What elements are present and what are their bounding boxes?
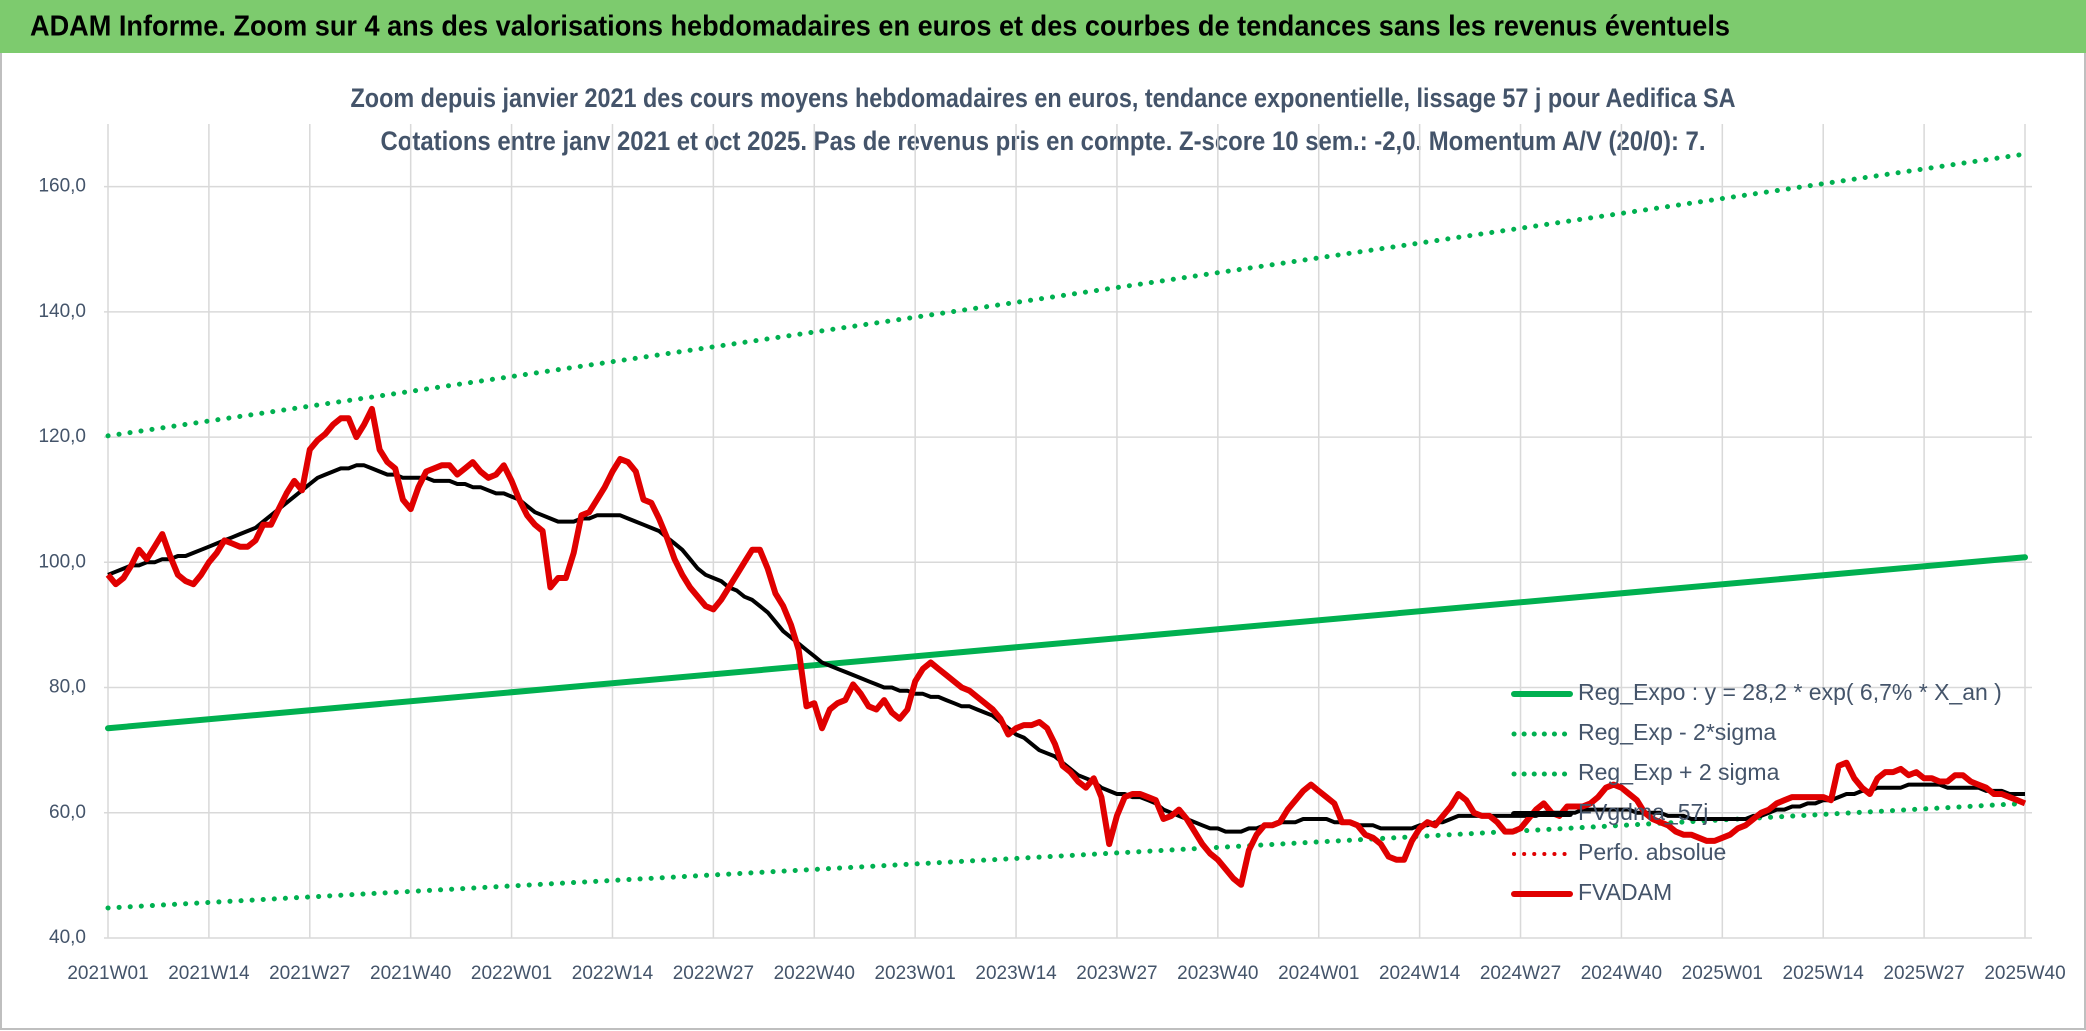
chart-title: Zoom depuis janvier 2021 des cours moyen… bbox=[351, 83, 1736, 113]
trend-line bbox=[105, 151, 2028, 439]
y-tick-label: 40,0 bbox=[49, 927, 86, 948]
header-title: ADAM Informe. Zoom sur 4 ans des valoris… bbox=[30, 11, 1730, 43]
y-tick-label: 160,0 bbox=[38, 176, 86, 197]
x-tick-label: 2025W27 bbox=[1883, 963, 1964, 984]
chart-subtitle: Cotations entre janv 2021 et oct 2025. P… bbox=[381, 126, 1706, 156]
x-tick-label: 2021W14 bbox=[168, 963, 250, 984]
y-tick-label: 80,0 bbox=[49, 677, 86, 698]
x-tick-label: 2023W01 bbox=[874, 963, 955, 984]
x-tick-label: 2024W27 bbox=[1480, 963, 1561, 984]
legend-label: Reg_Exp + 2 sigma bbox=[1578, 759, 1780, 785]
y-tick-label: 140,0 bbox=[38, 301, 86, 322]
x-tick-label: 2024W14 bbox=[1379, 963, 1461, 984]
x-tick-label: 2021W40 bbox=[370, 963, 451, 984]
x-tick-label: 2025W14 bbox=[1783, 963, 1865, 984]
legend-label: Reg_Expo : y = 28,2 * exp( 6,7% * X_an ) bbox=[1578, 679, 2002, 705]
series-line bbox=[105, 405, 2027, 888]
x-tick-label: 2022W14 bbox=[572, 963, 654, 984]
x-tick-label: 2022W40 bbox=[774, 963, 855, 984]
plot-area: 40,0 60,0 80,0 100,0 120,0 140,0 160,0 2021W01 2… bbox=[38, 124, 2066, 984]
y-tick-label: 60,0 bbox=[49, 802, 86, 823]
x-tick-label: 2023W14 bbox=[975, 963, 1057, 984]
y-tick-label: 100,0 bbox=[38, 551, 86, 572]
legend-label: FVgdma_57j bbox=[1578, 799, 1708, 825]
x-tick-label: 2022W01 bbox=[471, 963, 552, 984]
x-tick-label: 2023W27 bbox=[1076, 963, 1157, 984]
x-tick-label: 2022W27 bbox=[673, 963, 754, 984]
x-tick-label: 2024W40 bbox=[1581, 963, 1662, 984]
x-tick-label: 2025W01 bbox=[1682, 963, 1763, 984]
header-bar bbox=[0, 0, 2086, 53]
legend-label: Reg_Exp - 2*sigma bbox=[1578, 719, 1776, 745]
x-tick-label: 2021W27 bbox=[269, 963, 350, 984]
trend-line bbox=[105, 554, 2028, 732]
y-tick-label: 120,0 bbox=[38, 426, 86, 447]
x-tick-label: 2025W40 bbox=[1984, 963, 2065, 984]
legend-label: Perfo. absolue bbox=[1578, 839, 1726, 865]
legend-label: FVADAM bbox=[1578, 879, 1672, 905]
x-tick-label: 2021W01 bbox=[67, 963, 148, 984]
x-tick-label: 2023W40 bbox=[1177, 963, 1258, 984]
x-tick-label: 2024W01 bbox=[1278, 963, 1359, 984]
